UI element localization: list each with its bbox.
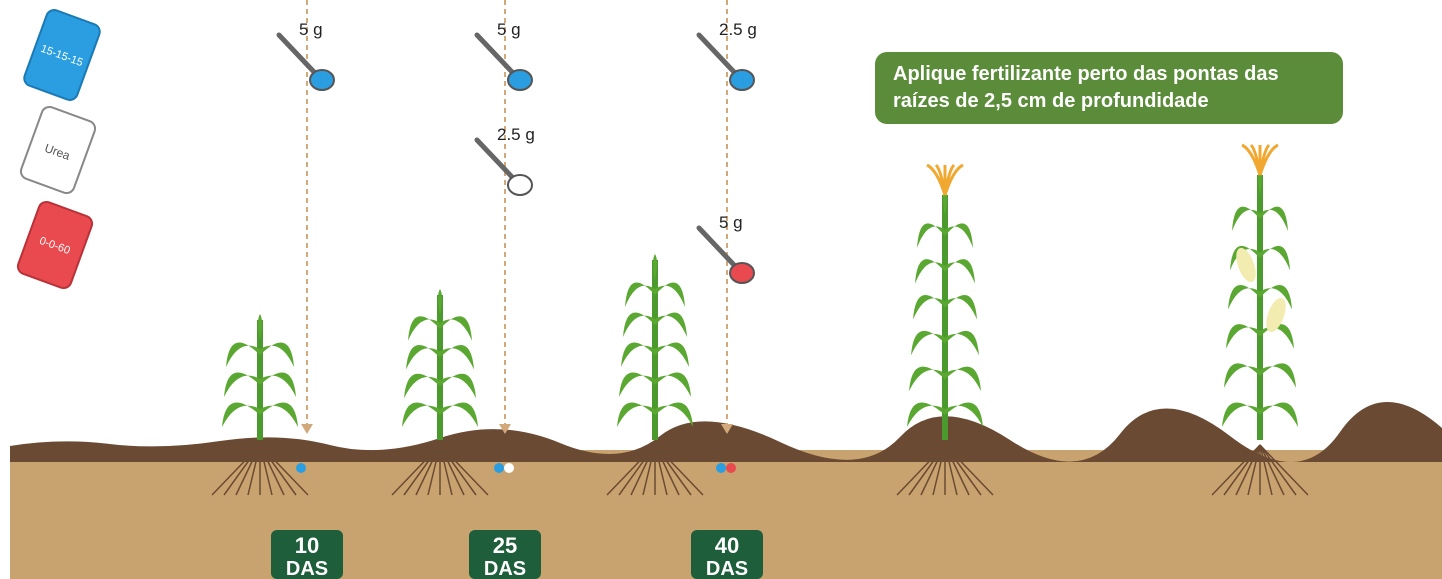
spoon-bowl <box>730 263 754 283</box>
day-number: 40 <box>715 533 739 558</box>
dose-amount: 5 g <box>497 20 521 39</box>
leaf <box>440 403 478 428</box>
spoon-bowl <box>508 175 532 195</box>
leaf <box>1228 285 1260 310</box>
day-unit: DAS <box>484 558 526 579</box>
leaf <box>945 223 973 248</box>
leaf <box>655 343 689 368</box>
leaf <box>917 223 945 248</box>
spoon-handle <box>477 35 513 73</box>
leaf <box>655 313 687 338</box>
leaf <box>402 403 440 428</box>
leaf <box>625 283 655 308</box>
leaf <box>260 403 298 428</box>
leaf <box>623 313 655 338</box>
leaf <box>260 373 296 398</box>
leaf <box>222 403 260 428</box>
callout-line: raízes de 2,5 cm de profundidade <box>893 90 1209 112</box>
leaf <box>911 331 945 356</box>
leaf <box>224 373 260 398</box>
leaf <box>406 345 440 370</box>
callout: Aplique fertilizante perto das pontas da… <box>875 52 1343 124</box>
spoon-handle <box>279 35 315 73</box>
leaf <box>655 373 691 398</box>
leaf <box>440 374 476 399</box>
leaf <box>915 259 945 284</box>
spoon-handle <box>699 35 735 73</box>
callout-line: Aplique fertilizante perto das pontas da… <box>893 63 1279 85</box>
leaf <box>617 403 655 428</box>
dose-amount: 5 g <box>299 20 323 39</box>
spoon-bowl <box>508 70 532 90</box>
leaf <box>913 295 945 320</box>
leaf <box>945 367 981 392</box>
leaf <box>1260 363 1296 388</box>
bag: Urea <box>19 105 98 196</box>
leaf <box>945 259 975 284</box>
leaf <box>909 367 945 392</box>
day-number: 25 <box>493 533 517 558</box>
illustration: 15-15-15 Urea 0-0-60 Aplique fertilizant… <box>0 0 1442 579</box>
leaf <box>1222 403 1260 428</box>
dose-amount: 5 g <box>719 213 743 232</box>
spoon-handle <box>699 228 735 266</box>
leaf <box>1260 207 1288 232</box>
leaf <box>621 343 655 368</box>
leaf <box>619 373 655 398</box>
leaf <box>945 295 977 320</box>
leaf <box>408 316 440 341</box>
leaf <box>1224 363 1260 388</box>
spoon-bowl <box>310 70 334 90</box>
dose-amount: 2.5 g <box>719 20 757 39</box>
spoon-handle <box>477 140 513 178</box>
leaf <box>260 343 294 368</box>
bag: 0-0-60 <box>16 200 95 291</box>
arrow-head <box>301 424 313 434</box>
leaf <box>945 331 979 356</box>
leaf <box>1226 324 1260 349</box>
leaf <box>1260 403 1298 428</box>
leaf <box>1232 207 1260 232</box>
granule <box>494 463 504 473</box>
leaf <box>440 316 472 341</box>
bag: 15-15-15 <box>22 8 102 102</box>
granule <box>296 463 306 473</box>
dose-amount: 2.5 g <box>497 125 535 144</box>
leaf <box>226 343 260 368</box>
spoon-bowl <box>730 70 754 90</box>
day-number: 10 <box>295 533 319 558</box>
granule <box>504 463 514 473</box>
leaf <box>1260 246 1290 271</box>
leaf <box>655 283 685 308</box>
day-unit: DAS <box>286 558 328 579</box>
granule <box>726 463 736 473</box>
day-unit: DAS <box>706 558 748 579</box>
leaf <box>404 374 440 399</box>
leaf <box>440 345 474 370</box>
granule <box>716 463 726 473</box>
